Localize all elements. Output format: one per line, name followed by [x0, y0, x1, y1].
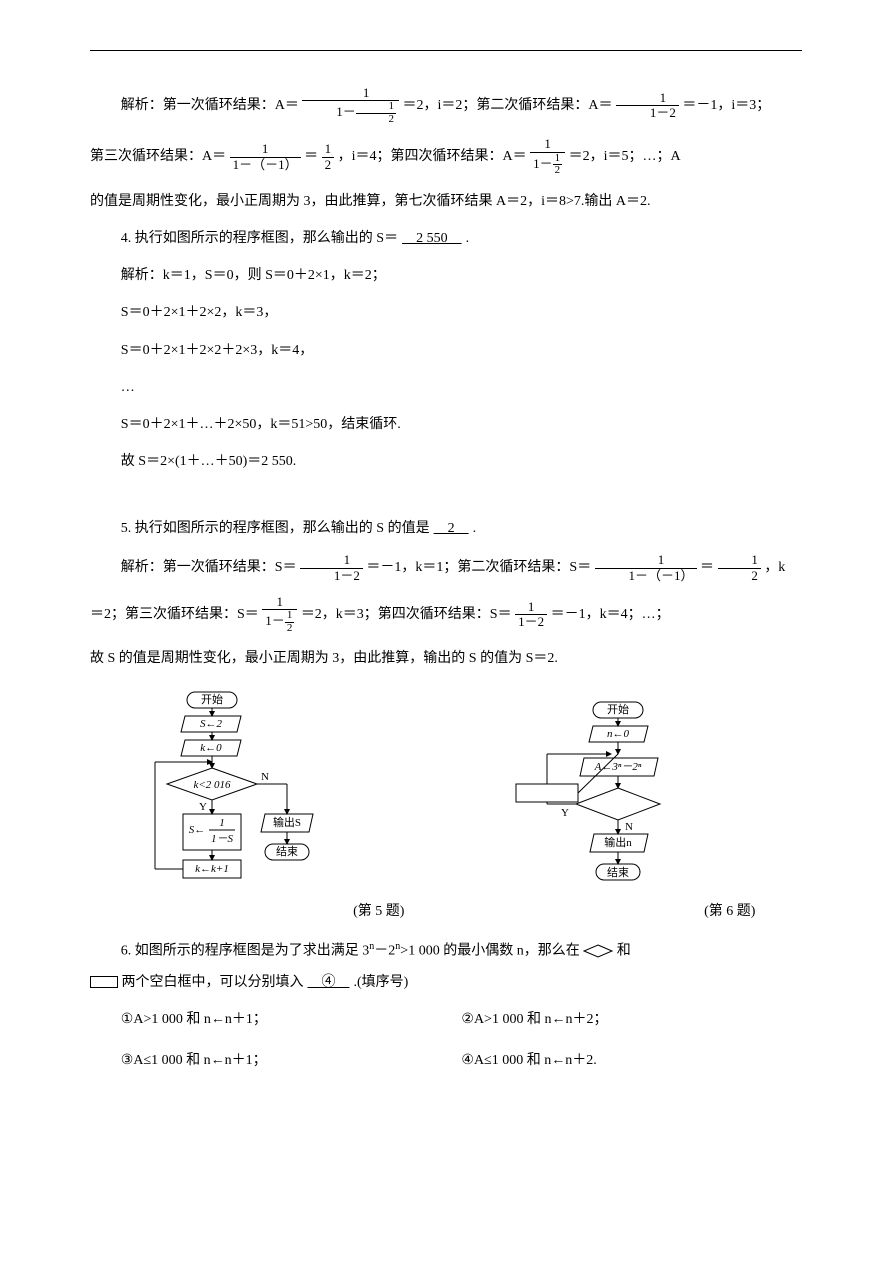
svg-text:开始: 开始 — [201, 692, 223, 706]
svg-text:开始: 开始 — [607, 702, 629, 716]
svg-text:输出S: 输出S — [273, 815, 301, 829]
q4-sol5: S＝0＋2×1＋…＋2×50，k＝51>50，结束循环. — [90, 412, 802, 437]
q6-opt2: ②A>1 000 和 n←n＋2； — [461, 1007, 802, 1032]
p3-l2-lead: 第三次循环结果：A＝ — [90, 149, 226, 164]
q6-opt4: ④A≤1 000 和 n←n＋2. — [461, 1048, 802, 1073]
svg-text:1: 1 — [219, 817, 225, 829]
svg-text:S←2: S←2 — [200, 718, 223, 730]
p3-eq2: ＝－1，i＝3； — [682, 98, 770, 113]
svg-text:输出n: 输出n — [604, 835, 632, 849]
q5-line1: 解析：第一次循环结果：S＝ 11－2 ＝－1，k＝1；第二次循环结果：S＝ 11… — [90, 553, 802, 583]
svg-text:Y: Y — [561, 807, 569, 819]
svg-text:结束: 结束 — [607, 866, 629, 879]
diagram-5: 开始 S←2 k←0 k<2 016 Y N S← 1 1－S k←k+1 输出… — [137, 690, 405, 924]
q4-sol2: S＝0＋2×1＋2×2，k＝3， — [90, 300, 802, 325]
q5-stem: 5. 执行如图所示的程序框图，那么输出的 S 的值是 2 . — [90, 516, 802, 541]
q4-sol1: 解析：k＝1，S＝0，则 S＝0＋2×1，k＝2； — [90, 263, 802, 288]
svg-text:k←k+1: k←k+1 — [195, 863, 229, 875]
q6-opt1: ①A>1 000 和 n←n＋1； — [121, 1007, 462, 1032]
header-rule — [90, 50, 802, 51]
q6-options: ①A>1 000 和 n←n＋1； ②A>1 000 和 n←n＋2； ③A≤1… — [121, 1007, 802, 1089]
svg-text:A←3ⁿ－2ⁿ: A←3ⁿ－2ⁿ — [593, 761, 641, 773]
diamond-icon — [583, 944, 613, 958]
p3-frac4: 1 1－12 — [530, 137, 565, 176]
svg-text:S←: S← — [188, 824, 205, 836]
p3-frac1: 1 1－12 — [302, 86, 399, 125]
q5-line3: 故 S 的值是周期性变化，最小正周期为 3，由此推算，输出的 S 的值为 S＝2… — [90, 646, 802, 671]
q4-sol3: S＝0＋2×1＋2×2＋2×3，k＝4， — [90, 338, 802, 363]
svg-text:Y: Y — [199, 801, 207, 813]
q4-sol4: … — [90, 375, 802, 400]
p3-line3: 的值是周期性变化，最小正周期为 3，由此推算，第七次循环结果 A＝2，i＝8>7… — [90, 189, 802, 214]
p3-lead: 解析：第一次循环结果：A＝ — [121, 98, 299, 113]
q4-answer: 2 550 — [398, 231, 466, 246]
q6-answer: ④ — [304, 975, 354, 990]
p3-line2: 第三次循环结果：A＝ 1 1－（－1） ＝ 1 2 ，i＝4；第四次循环结果：A… — [90, 137, 802, 176]
svg-text:结束: 结束 — [276, 845, 298, 858]
svg-text:k←0: k←0 — [200, 742, 222, 754]
svg-text:N: N — [261, 771, 269, 783]
diagram5-label: (第 5 题) — [353, 899, 404, 924]
diagram6-label: (第 6 题) — [704, 899, 755, 924]
p3-frac3r: 1 2 — [322, 142, 335, 172]
diagram-6: 开始 n←0 A←3ⁿ－2ⁿ Y N 输出n 结束 (第 6 题) — [498, 700, 756, 924]
p3-frac3: 1 1－（－1） — [230, 142, 301, 172]
q4-stem: 4. 执行如图所示的程序框图，那么输出的 S＝ 2 550 . — [90, 226, 802, 251]
svg-text:k<2 016: k<2 016 — [193, 779, 231, 791]
diagram-row: 开始 S←2 k←0 k<2 016 Y N S← 1 1－S k←k+1 输出… — [90, 690, 802, 924]
q5-answer: 2 — [430, 521, 473, 536]
p3-frac2: 1 1－2 — [616, 91, 679, 121]
svg-text:n←0: n←0 — [607, 728, 630, 740]
p3-line1: 解析：第一次循环结果：A＝ 1 1－12 ＝2，i＝2；第二次循环结果：A＝ 1… — [90, 86, 802, 125]
svg-text:N: N — [625, 821, 633, 833]
p3-eq1: ＝2，i＝2；第二次循环结果：A＝ — [403, 98, 613, 113]
q4-sol6: 故 S＝2×(1＋…＋50)＝2 550. — [90, 449, 802, 474]
q6-stem: 6. 如图所示的程序框图是为了求出满足 3n－2n>1 000 的最小偶数 n，… — [90, 938, 802, 964]
q6-stem-line2: 两个空白框中，可以分别填入 ④ .(填序号) — [90, 970, 802, 995]
rect-icon — [90, 976, 118, 988]
q6-opt3: ③A≤1 000 和 n←n＋1； — [121, 1048, 462, 1073]
q5-line2: ＝2；第三次循环结果：S＝ 1 1－12 ＝2，k＝3；第四次循环结果：S＝ 1… — [90, 595, 802, 634]
svg-text:1－S: 1－S — [211, 833, 233, 845]
